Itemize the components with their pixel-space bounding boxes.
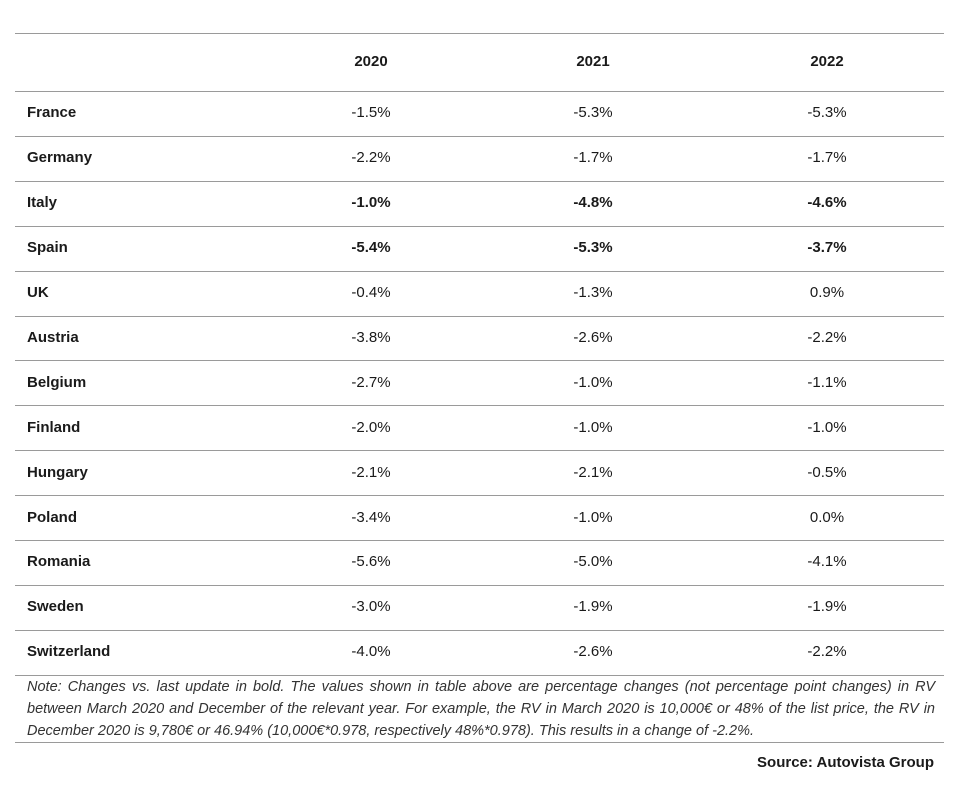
column-header: 2020 (354, 53, 388, 70)
row-label: France (27, 104, 77, 122)
rule (15, 450, 944, 452)
cell-value: -1.0% (573, 508, 613, 526)
cell-value: -1.7% (573, 149, 613, 167)
rule (15, 91, 944, 92)
cell-value: -5.3% (573, 239, 613, 257)
cell-value: -1.3% (573, 284, 613, 302)
row-label: Italy (27, 194, 58, 212)
cell-value: -0.5% (807, 463, 847, 481)
rule (15, 405, 944, 407)
rule (15, 584, 944, 586)
cell-value: -3.7% (807, 239, 847, 257)
cell-value: -3.4% (351, 508, 391, 526)
row-label: Romania (27, 553, 91, 571)
cell-value: -5.3% (573, 104, 613, 122)
rule (15, 629, 944, 631)
cell-value: -1.9% (807, 598, 847, 616)
column-header: 2021 (576, 53, 610, 70)
row-label: Germany (27, 149, 93, 167)
cell-value: -2.0% (351, 418, 391, 436)
rule (15, 495, 944, 497)
cell-value: -2.6% (573, 328, 613, 346)
cell-value: -1.7% (807, 149, 847, 167)
cell-value: -1.9% (573, 598, 613, 616)
source: Source: Autovista Group (757, 754, 934, 771)
cell-value: -1.0% (573, 373, 613, 391)
cell-value: -2.7% (351, 373, 391, 391)
cell-value: -1.5% (351, 104, 391, 122)
cell-value: -1.1% (807, 373, 847, 391)
rule (15, 270, 944, 272)
cell-value: -4.1% (807, 553, 847, 571)
rule (15, 674, 944, 676)
cell-value: -5.0% (573, 553, 613, 571)
note: Note: Changes vs. last update in bold. T… (27, 679, 935, 739)
rule (15, 180, 944, 182)
row-label: Finland (27, 418, 81, 436)
cell-value: -2.2% (807, 328, 847, 346)
cell-value: -1.0% (351, 194, 391, 212)
cell-value: -4.0% (351, 643, 391, 661)
rule (15, 315, 944, 317)
cell-value: -1.0% (573, 418, 613, 436)
row-label: Sweden (27, 598, 84, 616)
cell-value: -2.2% (351, 149, 391, 167)
cell-value: -1.0% (807, 418, 847, 436)
row-label: Poland (27, 508, 78, 526)
rule (15, 33, 944, 34)
rule (15, 135, 944, 137)
cell-value: -2.2% (807, 643, 847, 661)
cell-value: -2.6% (573, 643, 613, 661)
cell-value: -2.1% (351, 463, 391, 481)
cell-value: -5.4% (351, 239, 391, 257)
cell-value: -4.6% (807, 194, 847, 212)
cell-value: -5.3% (807, 104, 847, 122)
cell-value: -0.4% (351, 284, 391, 302)
rule (15, 360, 944, 362)
rule (15, 225, 944, 227)
cell-value: -3.0% (351, 598, 391, 616)
row-label: Belgium (27, 373, 87, 391)
row-label: Hungary (27, 463, 88, 481)
row-label: Austria (27, 328, 79, 346)
cell-value: -5.6% (351, 553, 391, 571)
cell-value: -3.8% (351, 328, 391, 346)
cell-value: -2.1% (573, 463, 613, 481)
rule (15, 742, 944, 743)
cell-value: -4.8% (573, 194, 613, 212)
row-label: Switzerland (27, 643, 111, 661)
cell-value: 0.0% (809, 508, 845, 526)
rule (15, 540, 944, 541)
row-label: Spain (27, 239, 68, 257)
row-label: UK (27, 284, 49, 302)
column-header: 2022 (810, 53, 844, 70)
cell-value: 0.9% (809, 284, 845, 302)
